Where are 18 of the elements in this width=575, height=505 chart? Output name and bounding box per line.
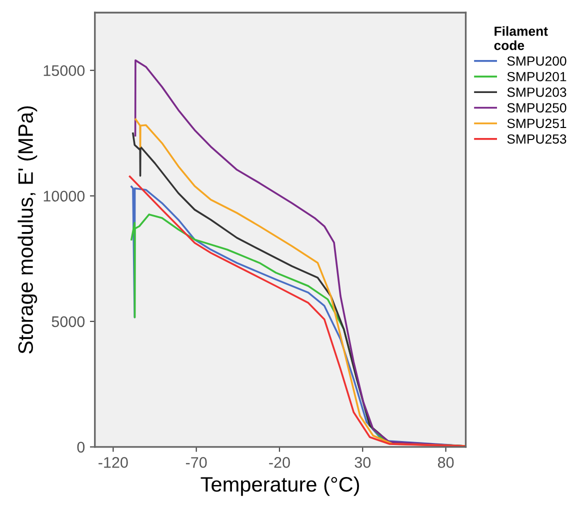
legend-label: SMPU250 <box>507 103 566 112</box>
legend-label: SMPU203 <box>507 88 566 97</box>
legend-label: SMPU201 <box>507 72 566 82</box>
x-tick-label: -70 <box>186 457 207 468</box>
y-tick-label: 10000 <box>44 190 85 202</box>
x-axis-title: Temperature (°C) <box>200 476 360 496</box>
legend-label: SMPU251 <box>507 118 566 128</box>
x-tick-label: -120 <box>98 457 128 468</box>
x-tick-label: 30 <box>354 457 371 468</box>
y-tick-label: 0 <box>77 442 85 453</box>
y-tick-label: 15000 <box>44 65 85 76</box>
y-axis-title: Storage modulus, E' (MPa) <box>18 106 38 354</box>
legend-title: Filament code <box>494 26 548 50</box>
x-tick-label: 80 <box>438 457 454 468</box>
legend-label: SMPU253 <box>507 134 566 144</box>
x-tick-label: -20 <box>269 457 290 468</box>
legend-label: SMPU200 <box>507 56 566 66</box>
y-tick-label: 5000 <box>52 316 85 328</box>
